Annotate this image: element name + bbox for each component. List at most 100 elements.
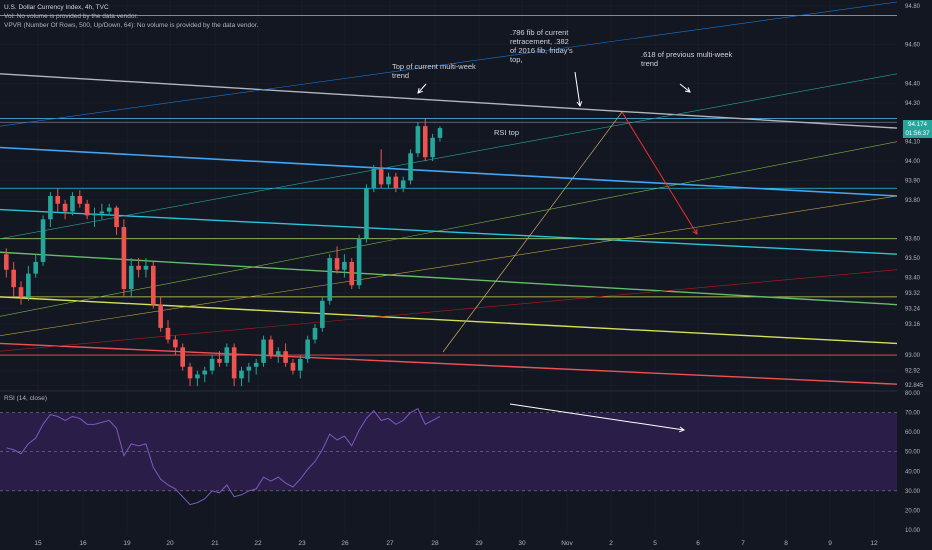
rsi-panel xyxy=(0,407,897,506)
candle-body xyxy=(173,339,178,348)
rsi-tick-label: 50.00 xyxy=(905,450,921,456)
candle-body xyxy=(151,265,156,305)
y-tick-label: 93.24 xyxy=(905,307,921,313)
candle-body xyxy=(364,188,369,239)
candle-body xyxy=(77,196,83,204)
candle-body xyxy=(114,207,119,228)
trendline xyxy=(0,251,898,306)
last-price-badge: 94.174 xyxy=(903,120,932,129)
candle-body xyxy=(187,366,193,379)
fib-retracement-line xyxy=(442,111,623,353)
candle-body xyxy=(84,203,90,216)
rsi-tick-label: 20.00 xyxy=(905,508,921,514)
rsi-tick-label: 10.00 xyxy=(905,528,921,534)
vpvr-legend: VPVR (Number Of Rows, 500, Up/Down, 64):… xyxy=(4,22,259,29)
candle-body xyxy=(305,339,310,359)
candle-body xyxy=(246,366,252,371)
x-tick-label: 28 xyxy=(431,540,439,547)
candle-body xyxy=(26,273,31,297)
y-tick-label: 92.845 xyxy=(905,383,924,389)
trendline xyxy=(0,208,898,255)
time-axis: 15 16 19 20 21 22 23 26 27 28 29 30 Nov 2 5 6 7 8 9 12 xyxy=(34,540,878,547)
candle-body xyxy=(106,207,112,212)
candle-body xyxy=(378,168,384,185)
rsi-divergence-arrow xyxy=(509,403,685,431)
projection-arrow-head xyxy=(692,228,698,235)
candle-body xyxy=(393,176,399,189)
rsi-band xyxy=(0,412,897,491)
x-tick-label: 12 xyxy=(870,540,878,547)
fib-618-annotation: .618 of previous multi-week trend xyxy=(641,50,733,68)
rsi-tick-label: 30.00 xyxy=(905,489,921,495)
candle-body xyxy=(349,261,355,286)
x-tick-label: 15 xyxy=(34,540,42,547)
rsi-divergence-arrow-head xyxy=(679,426,686,433)
rsi-tick-label: 40.00 xyxy=(905,469,921,475)
annotation-arrows xyxy=(417,71,698,433)
countdown-badge: 01:56:37 xyxy=(903,129,932,138)
x-tick-label: 5 xyxy=(653,540,657,547)
y-tick-label: 93.60 xyxy=(905,237,921,243)
trendline xyxy=(0,296,898,345)
candle-body xyxy=(437,128,443,138)
trend-top-arrow-head xyxy=(417,88,423,94)
candle-body xyxy=(275,351,281,356)
candle-body xyxy=(195,374,200,379)
y-tick-label: 94.00 xyxy=(905,159,921,165)
candle-body xyxy=(202,370,208,375)
x-tick-label: 20 xyxy=(166,540,174,547)
candle-body xyxy=(128,265,134,290)
y-tick-label: 94.40 xyxy=(905,81,921,87)
volume-legend: Vol: No volume is provided by the data v… xyxy=(4,13,139,20)
x-tick-label: 22 xyxy=(254,540,262,547)
x-tick-label: 26 xyxy=(341,540,349,547)
y-tick-label: 93.40 xyxy=(905,275,921,281)
candle-body xyxy=(209,358,215,371)
x-tick-label: Nov xyxy=(561,540,573,547)
x-tick-label: 30 xyxy=(518,540,526,547)
candle-body xyxy=(422,126,428,158)
y-tick-label: 94.80 xyxy=(905,4,921,10)
trendline xyxy=(0,195,898,336)
projection-arrow xyxy=(621,111,698,235)
candle-body xyxy=(253,362,259,367)
x-tick-label: 29 xyxy=(475,540,483,547)
candle-body xyxy=(180,347,185,367)
rsi-top-annotation: RSI top xyxy=(494,128,520,137)
y-tick-label: 93.16 xyxy=(905,322,921,328)
axis-background xyxy=(897,0,932,550)
chart-title: U.S. Dollar Currency Index, 4h, TVC xyxy=(4,4,109,11)
x-tick-label: 27 xyxy=(386,540,394,547)
candle-body xyxy=(99,211,105,214)
candle-body xyxy=(334,258,340,270)
candle-body xyxy=(143,265,149,270)
candle-body xyxy=(312,327,318,340)
candle-body xyxy=(290,362,296,371)
y-tick-label: 94.60 xyxy=(905,43,921,49)
candle-body xyxy=(18,287,24,297)
rsi-tick-label: 60.00 xyxy=(905,430,921,436)
candle-body xyxy=(356,238,362,286)
x-tick-label: 8 xyxy=(784,540,788,547)
candle-body xyxy=(371,168,377,189)
candle-body xyxy=(239,370,244,379)
candle-body xyxy=(92,213,97,216)
candle-body xyxy=(48,196,53,220)
candle-body xyxy=(4,254,9,270)
trendline xyxy=(0,146,898,197)
candle-body xyxy=(70,196,75,212)
trendline xyxy=(0,73,898,129)
trendline xyxy=(0,342,898,385)
trendline xyxy=(0,269,898,352)
y-tick-label: 93.32 xyxy=(905,291,921,297)
fib-618-arrow-head xyxy=(684,87,691,93)
candle-body xyxy=(415,126,421,154)
y-tick-label: 93.80 xyxy=(905,198,921,204)
x-tick-label: 2 xyxy=(609,540,613,547)
y-tick-label: 93.00 xyxy=(905,353,921,359)
y-tick-label: 93.90 xyxy=(905,178,921,184)
candle-body xyxy=(158,304,163,328)
x-tick-label: 21 xyxy=(211,540,219,547)
trendline xyxy=(0,1,898,127)
